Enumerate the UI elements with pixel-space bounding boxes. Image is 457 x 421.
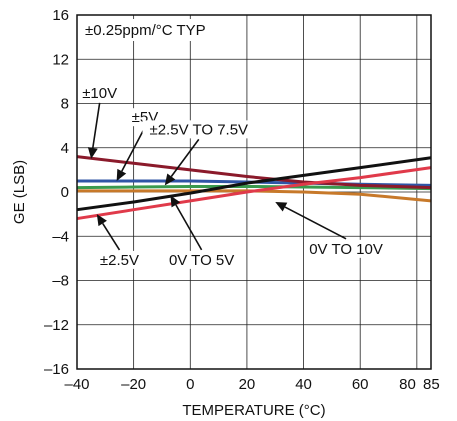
y-tick-label: –8: [52, 273, 69, 290]
annotation-label-bg: [95, 250, 143, 269]
y-tick-label: 16: [52, 7, 69, 24]
annotation-label-bg: [80, 83, 120, 102]
annotation-label-bg: [306, 239, 386, 258]
annotation-arrowhead: [170, 195, 181, 208]
annotation-label: ±2.5V TO 7.5V: [149, 121, 248, 138]
annotation-arrowhead: [164, 173, 176, 186]
y-axis-label: GE (LSB): [11, 160, 28, 224]
x-tick-label: 40: [295, 376, 312, 393]
x-tick-label: 20: [239, 376, 256, 393]
annotation-label: ±10V: [82, 85, 117, 102]
y-tick-label: –16: [44, 361, 69, 378]
annotation-arrow-line: [175, 204, 203, 251]
x-tick-label: –20: [121, 376, 146, 393]
x-axis-label: TEMPERATURE (°C): [182, 402, 325, 419]
annotation-arrowhead: [87, 147, 98, 159]
x-tick-label: 80: [399, 376, 416, 393]
x-tick-label: 85: [423, 376, 440, 393]
annotation-arrow-line: [170, 138, 200, 177]
annotation-arrow-line: [102, 222, 121, 251]
series-line: [76, 184, 432, 191]
annotation-arrowhead: [96, 214, 107, 227]
annotation-label-bg: [142, 120, 256, 139]
annotation-arrow-line: [121, 126, 146, 172]
x-tick-label: 0: [186, 376, 194, 393]
y-tick-label: –4: [52, 228, 69, 245]
x-tick-label: 60: [352, 376, 369, 393]
plot-frame: [76, 14, 432, 370]
annotation-label: 0V TO 10V: [309, 241, 383, 258]
annotation-arrowhead: [116, 168, 127, 181]
series-line: [76, 155, 432, 190]
annotation-arrowhead: [275, 201, 288, 212]
y-tick-label: –12: [44, 317, 69, 334]
spec-box: ±0.25ppm/°C TYP: [80, 19, 218, 41]
annotation-label: 0V TO 5V: [169, 252, 234, 269]
y-tick-label: 0: [61, 184, 69, 201]
spec-text: ±0.25ppm/°C TYP: [85, 22, 206, 39]
annotation-arrow-line: [92, 102, 101, 149]
series-line: [76, 156, 432, 212]
spec-box-background: [80, 19, 218, 41]
grid: [77, 15, 431, 369]
y-tick-label: 12: [52, 51, 69, 68]
x-tick-label: –40: [64, 376, 89, 393]
y-tick-label: 8: [61, 96, 69, 113]
y-tick-label: 4: [61, 140, 69, 157]
annotation-label: ±2.5V: [100, 252, 139, 269]
annotation-label-bg: [165, 250, 238, 269]
series-line: [76, 166, 432, 221]
series-lines: [76, 155, 432, 221]
annotation-arrow-line: [284, 206, 347, 240]
